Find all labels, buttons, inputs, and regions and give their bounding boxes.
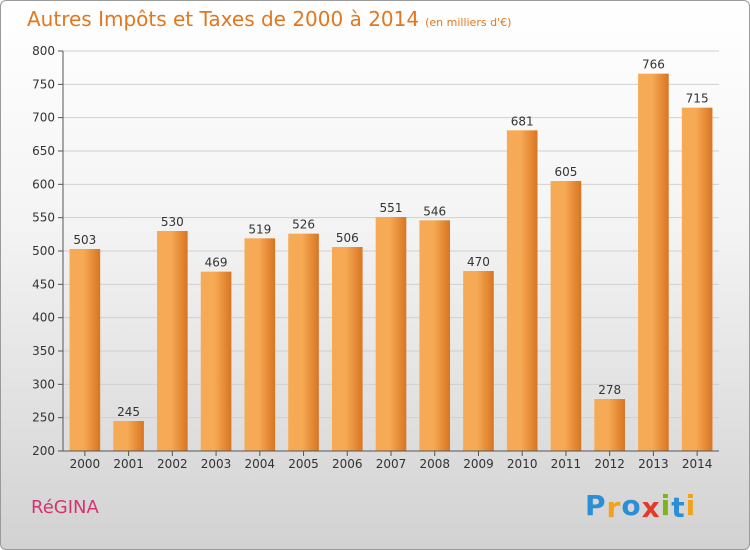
bar-2012: [594, 399, 625, 451]
bar-2010: [506, 130, 538, 452]
y-tick-label: 450: [32, 277, 55, 291]
bar-2008: [419, 220, 451, 451]
logo-letter: r: [606, 491, 622, 524]
data-label-2009: 470: [467, 255, 490, 269]
bar-2001: [113, 421, 144, 451]
chart-title: Autres Impôts et Taxes de 2000 à 2014 (en…: [27, 7, 511, 31]
data-label-2003: 469: [205, 256, 228, 270]
data-labels: 503 245 530 469 519 526 506 551 546 470 681 605 278 7…: [73, 58, 708, 419]
bar-2014: [681, 107, 713, 452]
y-tick-label: 300: [32, 377, 55, 391]
x-tick-label-2004: 2004: [245, 457, 276, 471]
x-tick-label-2002: 2002: [157, 457, 188, 471]
data-label-2011: 605: [554, 165, 577, 179]
x-tick-label-2012: 2012: [594, 457, 625, 471]
x-tick-label-2007: 2007: [376, 457, 407, 471]
bar-2003: [200, 271, 232, 451]
chart-title-text: Autres Impôts et Taxes de 2000 à 2014: [27, 7, 420, 31]
bar-2000: [69, 249, 101, 451]
data-label-2007: 551: [380, 201, 403, 215]
y-tick-label: 200: [32, 444, 55, 458]
bar-2013: [638, 73, 669, 452]
data-label-2014: 715: [686, 92, 709, 106]
x-tick-label-2009: 2009: [463, 457, 494, 471]
logo-letter: x: [641, 491, 661, 524]
y-tick-label: 500: [32, 244, 55, 258]
logo-letter: P: [585, 489, 607, 522]
y-tick-label: 750: [32, 77, 55, 91]
y-tick-label: 350: [32, 344, 55, 358]
x-tick-label-2013: 2013: [638, 457, 669, 471]
logo-letter: o: [621, 489, 642, 522]
y-tick-label: 250: [32, 411, 55, 425]
y-tick-label: 550: [32, 211, 55, 225]
y-tick-label: 650: [32, 144, 55, 158]
data-label-2001: 245: [117, 405, 140, 419]
proxiti-logo: Proxiti: [585, 489, 697, 524]
bar-2004: [244, 238, 276, 451]
data-label-2000: 503: [73, 233, 96, 247]
logo-letter: i: [660, 489, 672, 522]
data-label-2004: 519: [248, 222, 271, 236]
data-label-2006: 506: [336, 231, 359, 245]
bar-2011: [550, 181, 582, 451]
x-tick-label-2011: 2011: [551, 457, 582, 471]
data-label-2010: 681: [511, 114, 534, 128]
x-tick-label-2006: 2006: [332, 457, 363, 471]
bar-2009: [463, 271, 494, 451]
y-tick-label: 600: [32, 177, 55, 191]
town-name: RéGINA: [31, 497, 99, 518]
logo-letter: t: [671, 491, 686, 524]
x-tick-label-2008: 2008: [419, 457, 450, 471]
x-tick-label-2010: 2010: [507, 457, 538, 471]
y-tick-label: 700: [32, 111, 55, 125]
x-tick-label-2014: 2014: [682, 457, 713, 471]
bar-2002: [157, 231, 188, 451]
data-label-2008: 546: [423, 204, 446, 218]
x-tick-label-2005: 2005: [288, 457, 319, 471]
data-label-2002: 530: [161, 215, 184, 229]
bar-2005: [288, 233, 319, 451]
axes: 200 250 300 350 400 450 500 550 600 650 700 750 800 2…: [32, 44, 719, 471]
data-label-2012: 278: [598, 383, 621, 397]
data-label-2005: 526: [292, 218, 315, 232]
x-tick-label-2000: 2000: [70, 457, 101, 471]
chart-unit: (en milliers d'€): [425, 16, 512, 29]
bar-2006: [331, 247, 363, 451]
bars: [69, 73, 713, 452]
x-tick-label-2001: 2001: [113, 457, 144, 471]
y-tick-label: 800: [32, 44, 55, 58]
bar-2007: [375, 217, 407, 451]
logo-letter: i: [685, 489, 697, 522]
x-tick-label-2003: 2003: [201, 457, 232, 471]
data-label-2013: 766: [642, 58, 665, 72]
y-tick-label: 400: [32, 311, 55, 325]
